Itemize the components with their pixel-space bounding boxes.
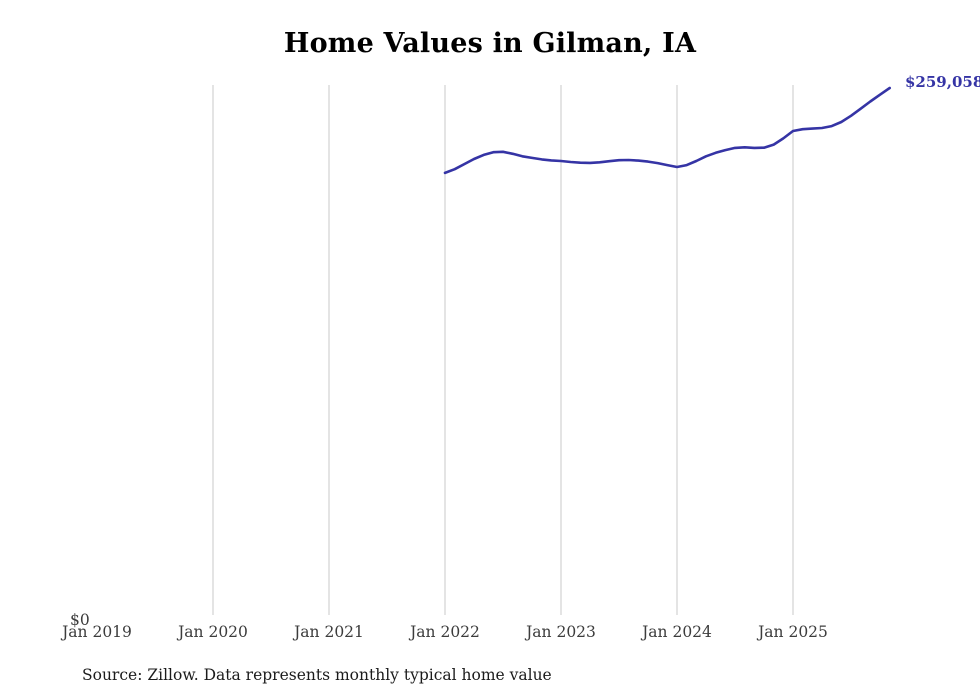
latest-value-label: $259,058 (905, 73, 980, 91)
y-axis-zero-label: $0 (70, 611, 90, 629)
home-value-line (443, 86, 892, 175)
chart-title: Home Values in Gilman, IA (283, 28, 697, 59)
x-tick-jan-2021: Jan 2021 (294, 623, 364, 641)
x-tick-jan-2020: Jan 2020 (178, 623, 248, 641)
x-tick-jan-2025: Jan 2025 (758, 623, 828, 641)
x-tick-jan-2022: Jan 2022 (410, 623, 480, 641)
x-tick-jan-2019: Jan 2019 (62, 623, 132, 641)
x-tick-jan-2024: Jan 2024 (642, 623, 712, 641)
x-tick-jan-2023: Jan 2023 (526, 623, 596, 641)
source-note: Source: Zillow. Data represents monthly … (82, 666, 552, 684)
